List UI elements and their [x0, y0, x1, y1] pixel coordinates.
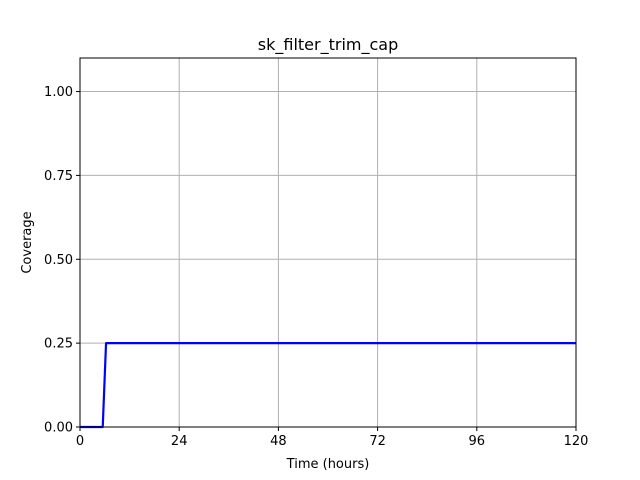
x-tick-label: 24: [171, 434, 188, 449]
y-tick-label: 0.00: [44, 421, 73, 436]
x-tick-label: 96: [469, 434, 486, 449]
x-axis-label: Time (hours): [286, 457, 370, 472]
y-axis-ticks: 0.00 0.25 0.50 0.75 1.00: [44, 85, 80, 436]
x-tick-label: 120: [564, 434, 589, 449]
y-tick-label: 0.25: [44, 337, 73, 352]
y-tick-label: 0.75: [44, 169, 73, 184]
x-tick-label: 72: [369, 434, 386, 449]
plot-frame: [79, 57, 577, 428]
chart-title: sk_filter_trim_cap: [258, 35, 398, 55]
x-axis-ticks: 0 24 48 72 96 120: [76, 427, 589, 449]
x-tick-label: 48: [270, 434, 287, 449]
y-tick-label: 1.00: [44, 85, 73, 100]
y-tick-label: 0.50: [44, 253, 73, 268]
x-tick-label: 0: [76, 434, 84, 449]
y-axis-label: Coverage: [20, 211, 35, 273]
